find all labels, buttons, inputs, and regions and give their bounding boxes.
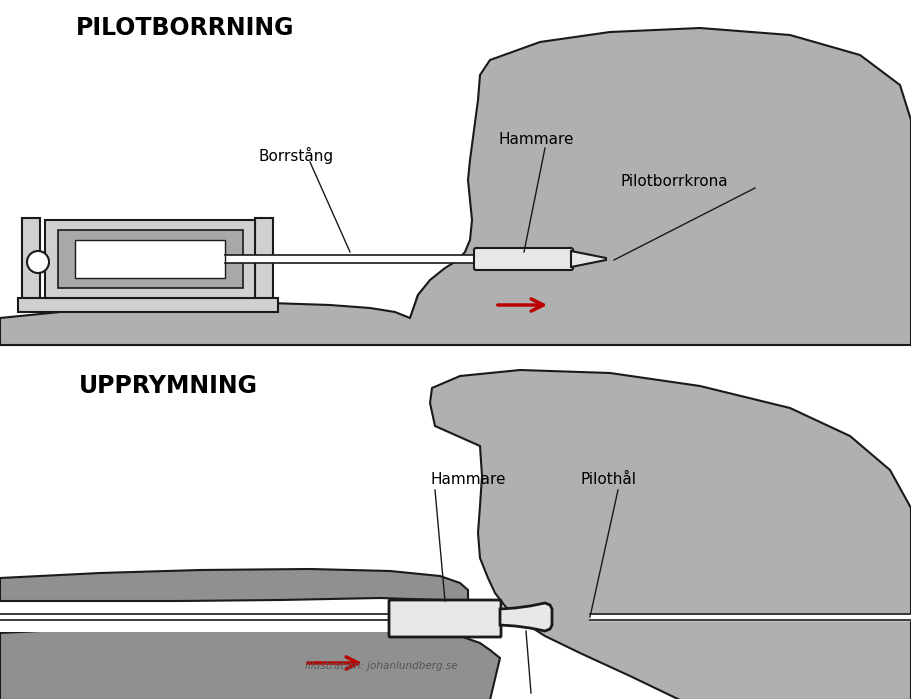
Polygon shape [571, 251, 606, 267]
FancyBboxPatch shape [474, 248, 573, 270]
Text: PILOTBORRNING: PILOTBORRNING [76, 16, 294, 40]
FancyBboxPatch shape [389, 600, 501, 637]
Text: Hammare: Hammare [498, 133, 574, 147]
Polygon shape [500, 603, 552, 631]
Text: Hammare: Hammare [430, 473, 506, 487]
Bar [0, 603, 470, 632]
Bar [45, 220, 255, 298]
Polygon shape [0, 569, 468, 603]
Text: Pilothål: Pilothål [580, 473, 636, 487]
Text: UPPRYMNING: UPPRYMNING [78, 374, 258, 398]
Bar [255, 218, 273, 308]
Bar [22, 218, 40, 308]
Polygon shape [0, 625, 500, 699]
Bar [18, 298, 278, 312]
Bar [75, 240, 225, 278]
Bar [58, 230, 243, 288]
Polygon shape [0, 28, 911, 345]
Text: Pilotborrkrona: Pilotborrkrona [620, 175, 728, 189]
Text: Borrstång: Borrstång [258, 147, 333, 164]
Text: illustration: johanlundberg.se: illustration: johanlundberg.se [305, 661, 457, 671]
Polygon shape [430, 370, 911, 699]
Polygon shape [0, 241, 472, 345]
Circle shape [27, 251, 49, 273]
Bar [225, 255, 475, 263]
